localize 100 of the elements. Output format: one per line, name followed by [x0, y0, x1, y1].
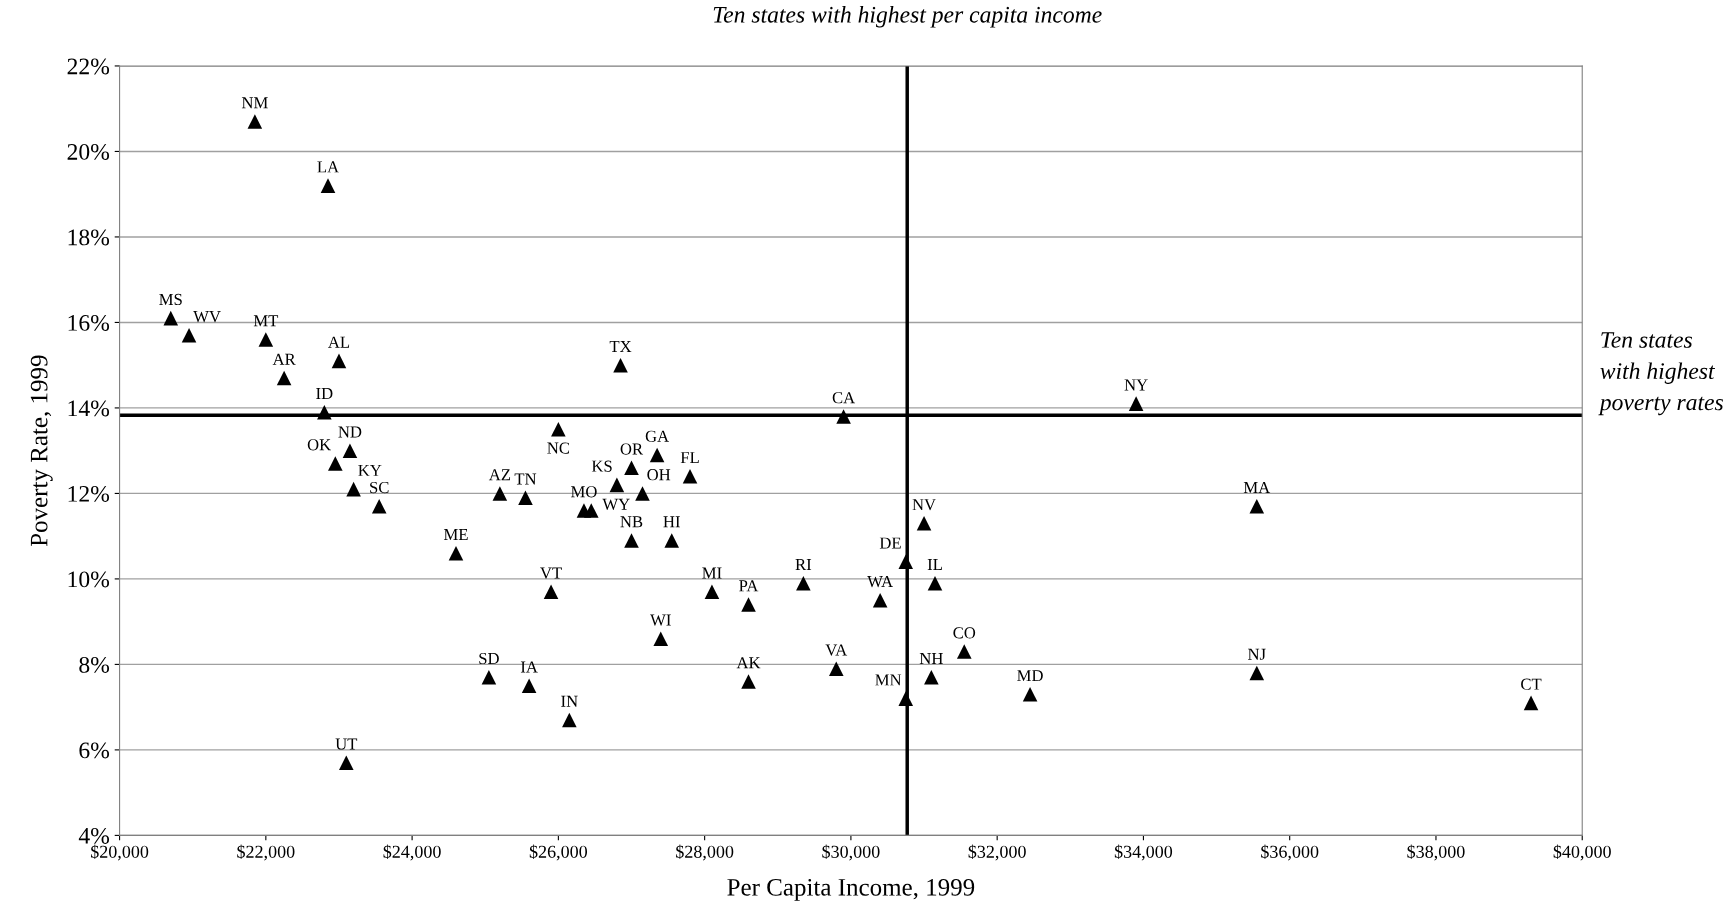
x-tick-label: $20,000	[91, 844, 149, 861]
point	[1022, 687, 1038, 702]
annotation: WY	[602, 498, 630, 510]
annotation: FL	[680, 452, 699, 464]
point	[664, 533, 680, 548]
point	[956, 644, 972, 659]
point	[609, 477, 625, 493]
annotation: MT	[253, 315, 279, 327]
point	[448, 545, 464, 561]
annotation: AR	[272, 353, 296, 365]
point	[704, 584, 720, 600]
ref-line-label: Ten states with highest per capita income	[713, 6, 1102, 28]
annotation: MA	[1243, 481, 1271, 493]
annotation: NC	[547, 442, 570, 454]
point	[1249, 665, 1265, 681]
point	[258, 332, 274, 347]
annotation: LA	[317, 161, 339, 173]
x-tick-label: $36,000	[1261, 844, 1319, 861]
annotation: ME	[443, 529, 468, 540]
point	[320, 178, 336, 193]
y-axis-title: Poverty Rate, 1999	[30, 355, 53, 547]
point	[898, 691, 914, 706]
annotation: PA	[739, 580, 759, 592]
point	[624, 460, 639, 476]
ref-line-label: Ten states with highest poverty rates	[1598, 332, 1723, 416]
x-tick-label: $40,000	[1553, 844, 1611, 861]
point	[682, 469, 698, 484]
point	[741, 597, 756, 612]
annotation: MO	[571, 486, 597, 498]
point	[181, 327, 197, 343]
point	[872, 593, 888, 608]
annotation: IA	[520, 661, 538, 673]
point	[836, 409, 851, 424]
point	[653, 631, 669, 647]
annotation: OH	[647, 469, 671, 481]
point	[924, 669, 939, 685]
point	[342, 443, 358, 458]
point	[371, 498, 387, 514]
y-tick-label: 10%	[68, 571, 110, 588]
annotation: VT	[540, 567, 562, 579]
y-tick-label: 20%	[67, 143, 110, 160]
annotation: NV	[912, 499, 936, 511]
annotation: AL	[328, 336, 350, 348]
annotation: KS	[591, 460, 612, 472]
annotation: CO	[953, 627, 976, 639]
annotation: WV	[193, 311, 221, 323]
annotation: SD	[479, 652, 499, 665]
point	[346, 481, 361, 497]
point	[276, 370, 292, 386]
annotation: MS	[159, 293, 182, 306]
point	[481, 669, 497, 685]
point	[649, 447, 665, 463]
y-tick-label: 12%	[68, 485, 110, 502]
annotation: AZ	[488, 469, 511, 481]
x-tick-label: $30,000	[822, 844, 880, 861]
point	[339, 755, 354, 771]
point	[562, 712, 577, 728]
point	[331, 353, 347, 369]
x-tick-label: $26,000	[529, 844, 588, 861]
annotation: OR	[620, 443, 644, 455]
annotation: IN	[561, 695, 578, 707]
annotation: NM	[241, 97, 268, 109]
point	[328, 456, 343, 471]
annotation: AK	[736, 657, 761, 669]
y-tick-label: 6%	[79, 742, 110, 759]
x-tick-label: $22,000	[237, 844, 295, 861]
point	[828, 661, 844, 676]
point	[624, 533, 639, 548]
point	[551, 422, 566, 437]
x-tick-label: $28,000	[676, 844, 734, 861]
point	[521, 678, 537, 694]
annotation: SC	[370, 481, 389, 494]
y-tick-label: 14%	[68, 400, 110, 417]
point	[635, 486, 650, 501]
annotation: RI	[795, 559, 812, 570]
y-tick-label: 18%	[68, 229, 110, 246]
point	[613, 357, 628, 373]
point	[543, 584, 559, 600]
annotation: HI	[663, 516, 680, 528]
point	[1249, 498, 1265, 514]
annotation: WA	[867, 576, 893, 588]
annotation: WI	[650, 614, 671, 626]
annotation: NY	[1124, 379, 1148, 391]
point	[163, 310, 179, 326]
point	[1523, 695, 1539, 711]
annotation: TN	[514, 473, 537, 485]
x-tick-label: $38,000	[1407, 844, 1465, 861]
point	[584, 503, 599, 518]
point	[317, 404, 332, 420]
point	[492, 486, 508, 501]
annotation: OK	[307, 439, 331, 451]
point	[796, 575, 811, 591]
annotation: ND	[338, 426, 362, 438]
annotation: MI	[702, 567, 722, 579]
annotation: MN	[875, 674, 902, 686]
x-tick-label: $34,000	[1114, 844, 1173, 861]
annotation: DE	[879, 537, 901, 549]
x-tick-label: $24,000	[383, 844, 441, 861]
annotation: NJ	[1248, 648, 1266, 660]
point	[927, 575, 943, 591]
